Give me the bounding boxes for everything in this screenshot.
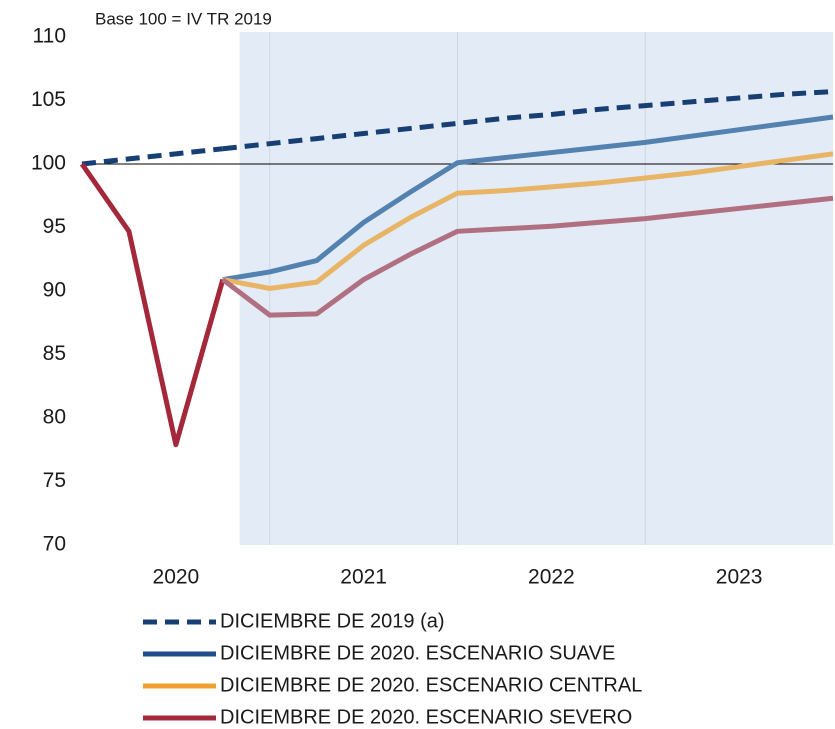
series-line [221, 195, 834, 318]
x-tick-label: 2020 [153, 566, 200, 589]
y-tick-label: 110 [33, 25, 66, 48]
y-tick-label: 85 [43, 342, 66, 365]
x-tick-label: 2022 [528, 566, 575, 589]
y-tick-label: 105 [31, 88, 66, 111]
legend-label: DICIEMBRE DE 2020. ESCENARIO CENTRAL [220, 674, 642, 696]
series-line [222, 89, 834, 152]
series-line [81, 146, 224, 167]
chart-subtitle: Base 100 = IV TR 2019 [95, 9, 272, 28]
y-tick-label: 90 [43, 279, 66, 302]
series-line [222, 151, 834, 291]
legend-label: DICIEMBRE DE 2020. ESCENARIO SEVERO [220, 706, 632, 728]
series-line [79, 162, 226, 448]
legend-label: DICIEMBRE DE 2020. ESCENARIO SUAVE [220, 642, 615, 664]
legend-label: DICIEMBRE DE 2019 (a) [220, 610, 445, 632]
y-tick-label: 95 [43, 215, 66, 238]
y-tick-label: 100 [31, 152, 66, 175]
x-tick-label: 2021 [340, 566, 387, 589]
x-tick-label: 2023 [716, 566, 763, 589]
forecast-shade [239, 32, 833, 545]
y-tick-label: 80 [43, 406, 66, 429]
y-tick-label: 75 [43, 469, 66, 492]
series-line [222, 114, 834, 283]
y-tick-label: 70 [43, 533, 66, 556]
